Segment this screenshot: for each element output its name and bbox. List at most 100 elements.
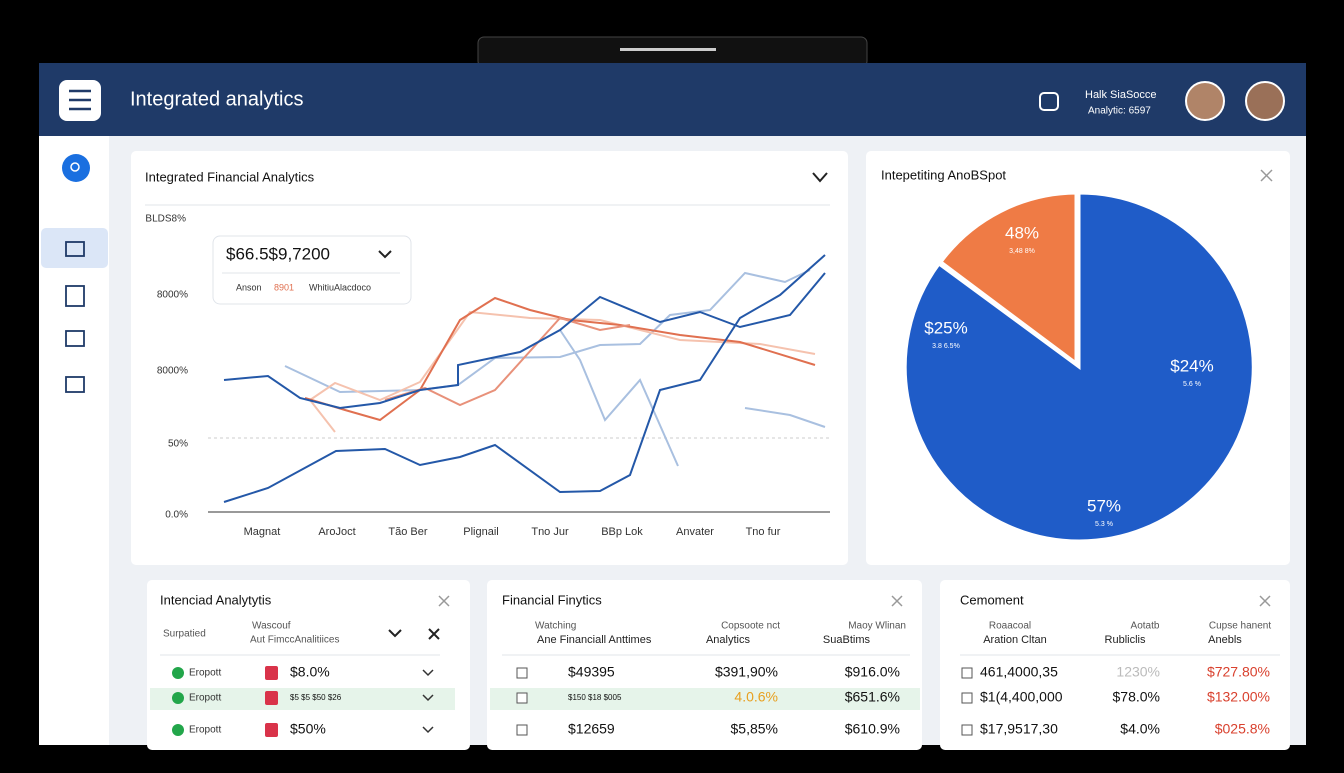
table-cell: $1(4,400,000 bbox=[980, 689, 1063, 705]
row-checkbox[interactable] bbox=[961, 692, 973, 704]
x-label: Plignail bbox=[463, 526, 498, 538]
table-cell: 4.0.6% bbox=[734, 689, 778, 705]
table-title: Financial Finytics bbox=[502, 592, 602, 607]
column-header: SuaBtims bbox=[823, 634, 871, 646]
close-button[interactable] bbox=[438, 595, 450, 607]
card-title: Intepetiting AnoBSpot bbox=[881, 167, 1006, 182]
table-cell: $025.8% bbox=[1215, 721, 1270, 737]
pie-label: 48% bbox=[1005, 223, 1039, 242]
column-header: Surpatied bbox=[163, 629, 206, 640]
table-cell: $651.6% bbox=[845, 689, 900, 705]
y-label: BLDS8% bbox=[145, 214, 186, 225]
nav-icon[interactable] bbox=[65, 241, 85, 257]
y-label: 8000% bbox=[157, 366, 188, 377]
column-header: Wascouf bbox=[252, 621, 291, 632]
nav-icon[interactable] bbox=[65, 285, 85, 307]
row-checkbox[interactable] bbox=[961, 667, 973, 679]
home-icon[interactable] bbox=[1039, 92, 1059, 111]
status-icon bbox=[265, 723, 278, 737]
card-title: Integrated Financial Analytics bbox=[145, 169, 315, 184]
table-cell: $4.0% bbox=[1120, 721, 1160, 737]
column-header: Rubliclis bbox=[1105, 634, 1146, 646]
pie-sublabel: 3,48 8% bbox=[1009, 248, 1035, 255]
row-highlight bbox=[490, 688, 920, 710]
table-cell: 1230% bbox=[1116, 664, 1160, 680]
x-label: BBp Lok bbox=[601, 526, 643, 538]
table-cell: $17,9517,30 bbox=[980, 721, 1058, 737]
x-label: AroJoct bbox=[318, 526, 355, 538]
x-label: Magnat bbox=[244, 526, 281, 538]
table-cell: $12659 bbox=[568, 721, 615, 737]
table-title: Intenciad Analytytis bbox=[160, 592, 272, 607]
status-icon bbox=[172, 724, 184, 736]
tooltip bbox=[212, 235, 412, 305]
sidebar bbox=[39, 136, 109, 745]
x-label: Tno fur bbox=[746, 526, 781, 538]
row-chevron[interactable] bbox=[422, 669, 434, 677]
column-header: Anebls bbox=[1208, 634, 1242, 646]
table-cell: $78.0% bbox=[1113, 689, 1160, 705]
nav-icon[interactable] bbox=[65, 376, 85, 393]
table-cell: $49395 bbox=[568, 664, 615, 680]
x-label: Anvater bbox=[676, 526, 714, 538]
pie-sublabel: 3.8 6.5% bbox=[932, 343, 960, 350]
line bbox=[223, 254, 826, 503]
user-meta: Analytic: 6597 bbox=[1088, 106, 1151, 117]
status-icon bbox=[265, 691, 278, 705]
close-button[interactable] bbox=[891, 595, 903, 607]
status-icon bbox=[172, 692, 184, 704]
table-cell: $50% bbox=[290, 721, 326, 737]
y-label: 50% bbox=[168, 439, 188, 450]
dropdown[interactable] bbox=[812, 172, 828, 183]
table-cell: $150 $18 $005 bbox=[568, 693, 622, 702]
tooltip-legend: 8901 bbox=[274, 282, 294, 292]
line bbox=[384, 316, 631, 407]
close-button[interactable] bbox=[1259, 595, 1271, 607]
table-cell: $5 $5 $50 $26 bbox=[290, 693, 342, 702]
column-header: Copsoote nct bbox=[721, 621, 780, 632]
column-header: Maoy Wlinan bbox=[848, 621, 906, 632]
nav-active[interactable] bbox=[41, 228, 108, 268]
row-checkbox[interactable] bbox=[516, 667, 528, 679]
table-cell: Eropott bbox=[189, 725, 221, 736]
avatar[interactable] bbox=[1245, 81, 1285, 121]
column-header: Watching bbox=[535, 621, 576, 632]
pie-label: $24% bbox=[1170, 356, 1213, 375]
row-checkbox[interactable] bbox=[961, 724, 973, 736]
x-label: Tão Ber bbox=[388, 526, 427, 538]
table-cell: $8.0% bbox=[290, 664, 330, 680]
y-label: 0.0% bbox=[165, 510, 188, 521]
status-icon bbox=[265, 666, 278, 680]
row-checkbox[interactable] bbox=[516, 724, 528, 736]
pie-sublabel: 5.6 % bbox=[1183, 381, 1201, 388]
header-close[interactable] bbox=[428, 628, 440, 640]
user-name: Halk SiaSocce bbox=[1085, 89, 1157, 101]
table-cell: $727.80% bbox=[1207, 664, 1270, 680]
table-cell: Eropott bbox=[189, 693, 221, 704]
table-cell: Eropott bbox=[189, 668, 221, 679]
table-title: Cemoment bbox=[960, 592, 1024, 607]
avatar[interactable] bbox=[1185, 81, 1225, 121]
nav-icon[interactable] bbox=[65, 330, 85, 347]
row-chevron[interactable] bbox=[422, 694, 434, 702]
status-icon bbox=[172, 667, 184, 679]
x-label: Tno Jur bbox=[531, 526, 569, 538]
column-header: Aotatb bbox=[1131, 621, 1160, 632]
table-cell: $610.9% bbox=[845, 721, 900, 737]
header bbox=[39, 63, 1306, 136]
pie-label: $25% bbox=[924, 318, 967, 337]
line bbox=[223, 272, 826, 410]
row-checkbox[interactable] bbox=[516, 692, 528, 704]
header-chevron[interactable] bbox=[388, 629, 402, 638]
search-button[interactable] bbox=[62, 154, 90, 182]
column-header: Roaacoal bbox=[989, 621, 1031, 632]
table-cell: $5,85% bbox=[731, 721, 778, 737]
pie-slice bbox=[903, 191, 1255, 543]
table-cell: $391,90% bbox=[715, 664, 778, 680]
table-cell: $132.00% bbox=[1207, 689, 1270, 705]
line bbox=[304, 296, 816, 422]
tooltip-legend: Anson bbox=[236, 282, 262, 292]
pie-label: 57% bbox=[1087, 496, 1121, 515]
row-chevron[interactable] bbox=[422, 726, 434, 734]
